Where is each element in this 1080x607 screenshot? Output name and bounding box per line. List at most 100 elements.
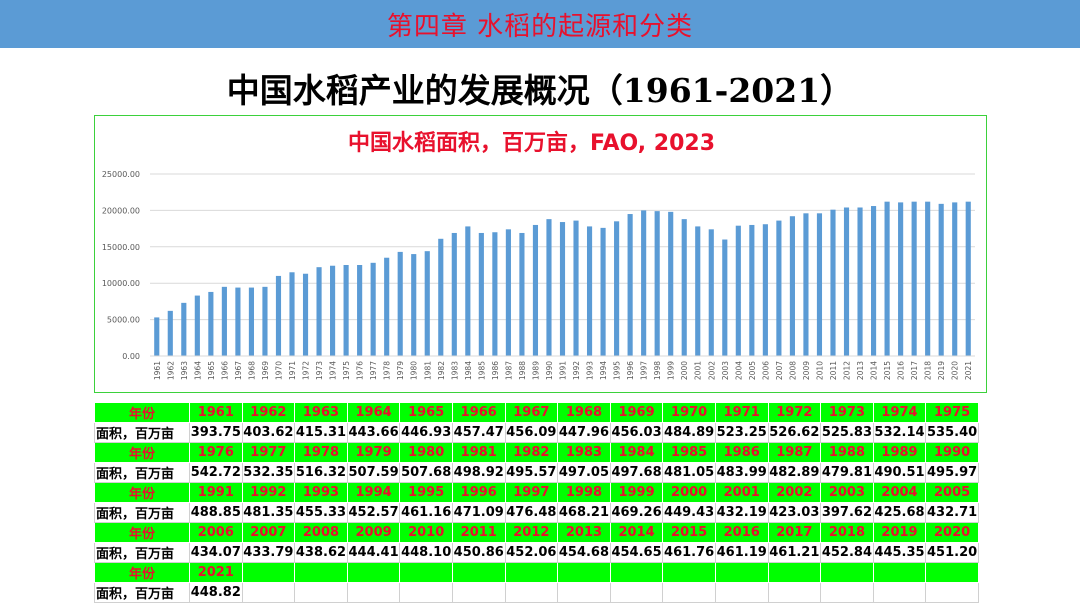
- bar: [451, 232, 457, 356]
- bar: [870, 206, 877, 356]
- year-cell: 2018: [820, 522, 874, 543]
- x-tick-label: 1978: [383, 361, 392, 380]
- year-cell: 1961: [189, 402, 243, 423]
- area-cell: 452.57: [346, 502, 401, 523]
- year-cell: [557, 562, 611, 583]
- year-cell: 1975: [925, 402, 979, 423]
- year-cell: 1979: [346, 442, 401, 463]
- area-cell: 479.81: [820, 462, 874, 483]
- year-cell: 1990: [925, 442, 979, 463]
- bar: [965, 201, 971, 356]
- area-header-cell: 面积，百万亩: [94, 462, 190, 483]
- year-cell: [925, 562, 979, 583]
- area-cell: 456.09: [504, 422, 559, 443]
- bar: [478, 232, 484, 356]
- bar: [154, 317, 160, 356]
- x-tick-label: 1993: [586, 361, 595, 380]
- year-cell: 1976: [189, 442, 243, 463]
- bar: [695, 226, 701, 356]
- bar: [235, 287, 241, 356]
- year-cell: 2011: [451, 522, 506, 543]
- area-cell: 397.62: [820, 502, 874, 523]
- year-cell: 1980: [399, 442, 453, 463]
- year-cell: 1978: [294, 442, 348, 463]
- x-tick-label: 1966: [220, 361, 229, 380]
- area-cell: 456.03: [609, 422, 664, 443]
- year-header-cell: 年份: [94, 522, 190, 543]
- year-cell: 1999: [609, 482, 664, 503]
- table-year-row: 年份 1976 1977 1978 1979 1980 1981 1982 1983 1984 19…: [94, 442, 979, 463]
- x-tick-label: 2014: [870, 361, 879, 380]
- year-cell: 1993: [294, 482, 348, 503]
- area-cell: 445.35: [872, 542, 927, 563]
- year-cell: 1998: [557, 482, 611, 503]
- chart-container: 中国水稻面积，百万亩，FAO, 2023 0.00 5000.00 10000.00 1…: [94, 115, 987, 393]
- area-header-cell: 面积，百万亩: [94, 422, 190, 443]
- year-cell: 1965: [399, 402, 453, 423]
- year-cell: [294, 562, 348, 583]
- year-cell: 2016: [714, 522, 769, 543]
- bar: [857, 207, 863, 356]
- area-cell: 495.97: [925, 462, 979, 483]
- area-cell: [872, 582, 927, 603]
- area-cell: 542.72: [189, 462, 243, 483]
- year-cell: 1970: [662, 402, 716, 423]
- bar: [938, 203, 944, 356]
- area-cell: 447.96: [557, 422, 611, 443]
- year-cell: 2019: [872, 522, 927, 543]
- area-cell: 444.41: [346, 542, 401, 563]
- table-area-row: 面积，百万亩 393.75 403.62 415.31 443.66 446.93 457.…: [94, 422, 979, 443]
- area-cell: 461.76: [662, 542, 716, 563]
- bar: [722, 239, 728, 356]
- year-header-cell: 年份: [94, 442, 190, 463]
- x-tick-label: 1991: [559, 361, 568, 380]
- x-tick-label: 1962: [166, 361, 175, 380]
- year-cell: 2020: [925, 522, 979, 543]
- area-cell: [714, 582, 769, 603]
- bar: [438, 238, 444, 356]
- x-tick-label: 1972: [302, 361, 311, 380]
- area-cell: 461.19: [714, 542, 769, 563]
- bar: [735, 225, 741, 356]
- area-cell: [767, 582, 822, 603]
- area-cell: [241, 582, 296, 603]
- area-cell: 471.09: [451, 502, 506, 523]
- area-cell: 457.47: [451, 422, 506, 443]
- x-tick-label: 1969: [261, 361, 270, 380]
- bar: [330, 265, 336, 356]
- x-tick-label: 2018: [924, 361, 933, 380]
- area-cell: 448.10: [399, 542, 453, 563]
- x-tick-label: 2003: [721, 361, 730, 380]
- x-tick-label: 1973: [315, 361, 324, 380]
- year-cell: 2021: [189, 562, 243, 583]
- x-tick-label: 1976: [356, 361, 365, 380]
- year-cell: [346, 562, 401, 583]
- area-cell: [820, 582, 874, 603]
- year-cell: 2000: [662, 482, 716, 503]
- x-tick-label: 2004: [734, 361, 743, 380]
- year-cell: [872, 562, 927, 583]
- year-cell: 2008: [294, 522, 348, 543]
- area-cell: 438.62: [294, 542, 348, 563]
- year-cell: 1985: [662, 442, 716, 463]
- table-year-row: 年份 2021: [94, 562, 979, 583]
- bar: [532, 224, 539, 356]
- bar: [952, 202, 958, 356]
- area-cell: [662, 582, 716, 603]
- bar: [762, 224, 768, 356]
- x-tick-label: 2017: [910, 361, 919, 380]
- area-cell: 497.68: [609, 462, 664, 483]
- area-cell: 469.26: [609, 502, 664, 523]
- x-tick-label: 2006: [761, 361, 770, 380]
- area-cell: 488.85: [189, 502, 243, 523]
- year-cell: 1986: [714, 442, 769, 463]
- x-tick-label: 1992: [572, 361, 581, 380]
- y-tick-label: 0.00: [122, 352, 140, 361]
- bar: [641, 210, 647, 356]
- area-cell: 523.25: [714, 422, 769, 443]
- slide-title: 中国水稻产业的发展概况（1961-2021）: [226, 71, 854, 110]
- year-cell: [820, 562, 874, 583]
- bar: [519, 232, 525, 356]
- x-tick-label: 1989: [531, 361, 540, 380]
- year-cell: 1991: [189, 482, 243, 503]
